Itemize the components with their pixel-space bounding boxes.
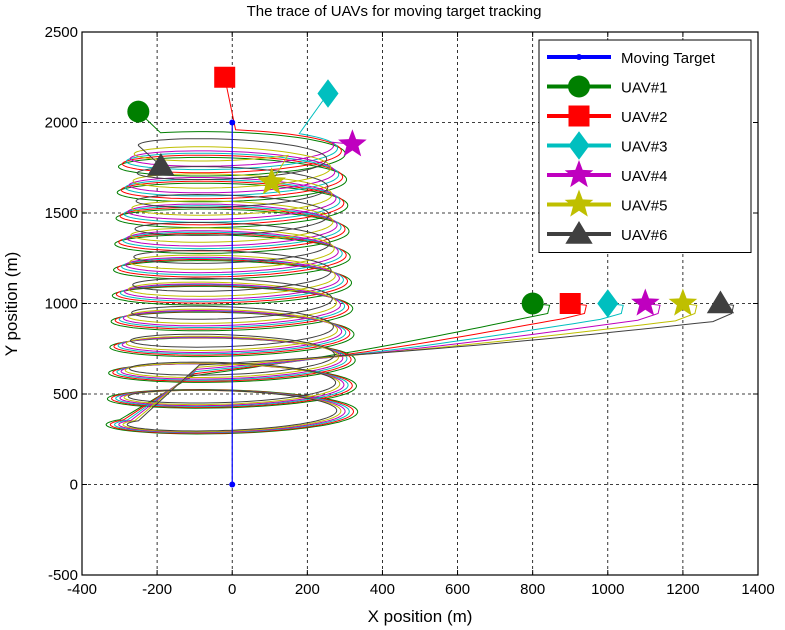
start-marker-uav-1	[521, 292, 544, 315]
end-marker-uav-5	[257, 167, 286, 195]
start-marker-uav-4	[631, 288, 660, 316]
x-axis-label: X position (m)	[368, 607, 473, 626]
legend-marker	[564, 189, 594, 217]
legend-label: UAV#6	[621, 227, 667, 244]
legend-label: UAV#4	[621, 168, 667, 185]
legend-marker	[568, 131, 590, 160]
y-tick-label: 1000	[45, 296, 78, 313]
start-marker-uav-6	[706, 290, 735, 314]
uav-markers	[127, 66, 735, 318]
y-tick-label: 0	[70, 477, 78, 494]
x-tick-label: 200	[295, 581, 320, 598]
end-marker-uav-6	[147, 152, 175, 176]
x-tick-label: -400	[67, 581, 97, 598]
legend-label: UAV#5	[621, 198, 667, 215]
end-marker-uav-3	[317, 79, 339, 108]
y-tick-label: -500	[48, 567, 78, 584]
legend-label: UAV#3	[621, 139, 667, 156]
legend-marker	[565, 221, 593, 244]
y-tick-label: 2500	[45, 24, 78, 41]
end-marker-uav-1	[127, 100, 150, 123]
legend-label: UAV#1	[621, 80, 667, 97]
legend-label: UAV#2	[621, 109, 667, 126]
target-point	[229, 481, 236, 488]
x-tick-label: 1200	[666, 581, 699, 598]
y-axis-label: Y position (m)	[2, 252, 21, 357]
legend-marker	[568, 75, 590, 98]
end-marker-uav-4	[338, 129, 367, 157]
y-tick-label: 500	[53, 386, 78, 403]
start-marker-uav-2	[559, 293, 581, 314]
x-tick-label: 600	[445, 581, 470, 598]
x-tick-label: 1400	[741, 581, 774, 598]
start-marker-uav-5	[668, 288, 698, 316]
y-tick-label: 1500	[45, 205, 78, 222]
x-tick-label: 0	[228, 581, 236, 598]
legend-marker	[564, 160, 594, 188]
target-path	[229, 119, 236, 488]
x-tick-label: 800	[520, 581, 545, 598]
x-tick-label: 1000	[591, 581, 624, 598]
trajectory-uav-2	[109, 77, 588, 434]
legend-marker	[568, 105, 590, 127]
chart-title: The trace of UAVs for moving target trac…	[247, 3, 542, 20]
trajectory-uav-6	[126, 138, 735, 432]
start-marker-uav-3	[597, 289, 619, 318]
target-point	[229, 119, 236, 126]
end-marker-uav-2	[214, 66, 236, 88]
legend: Moving Target UAV#1 UAV#2 UAV#3 UAV#4 UAV#5 UA…	[538, 39, 752, 253]
legend-label: Moving Target	[621, 50, 716, 67]
y-tick-label: 2000	[45, 115, 78, 132]
legend-marker	[576, 54, 582, 60]
x-tick-label: 400	[370, 581, 395, 598]
axis-ticks: -400 -200 0 200 400 600 800 1000 1200 1400 -500 0 50…	[45, 24, 775, 598]
trajectory-uav-1	[105, 111, 551, 435]
x-tick-label: -200	[142, 581, 172, 598]
